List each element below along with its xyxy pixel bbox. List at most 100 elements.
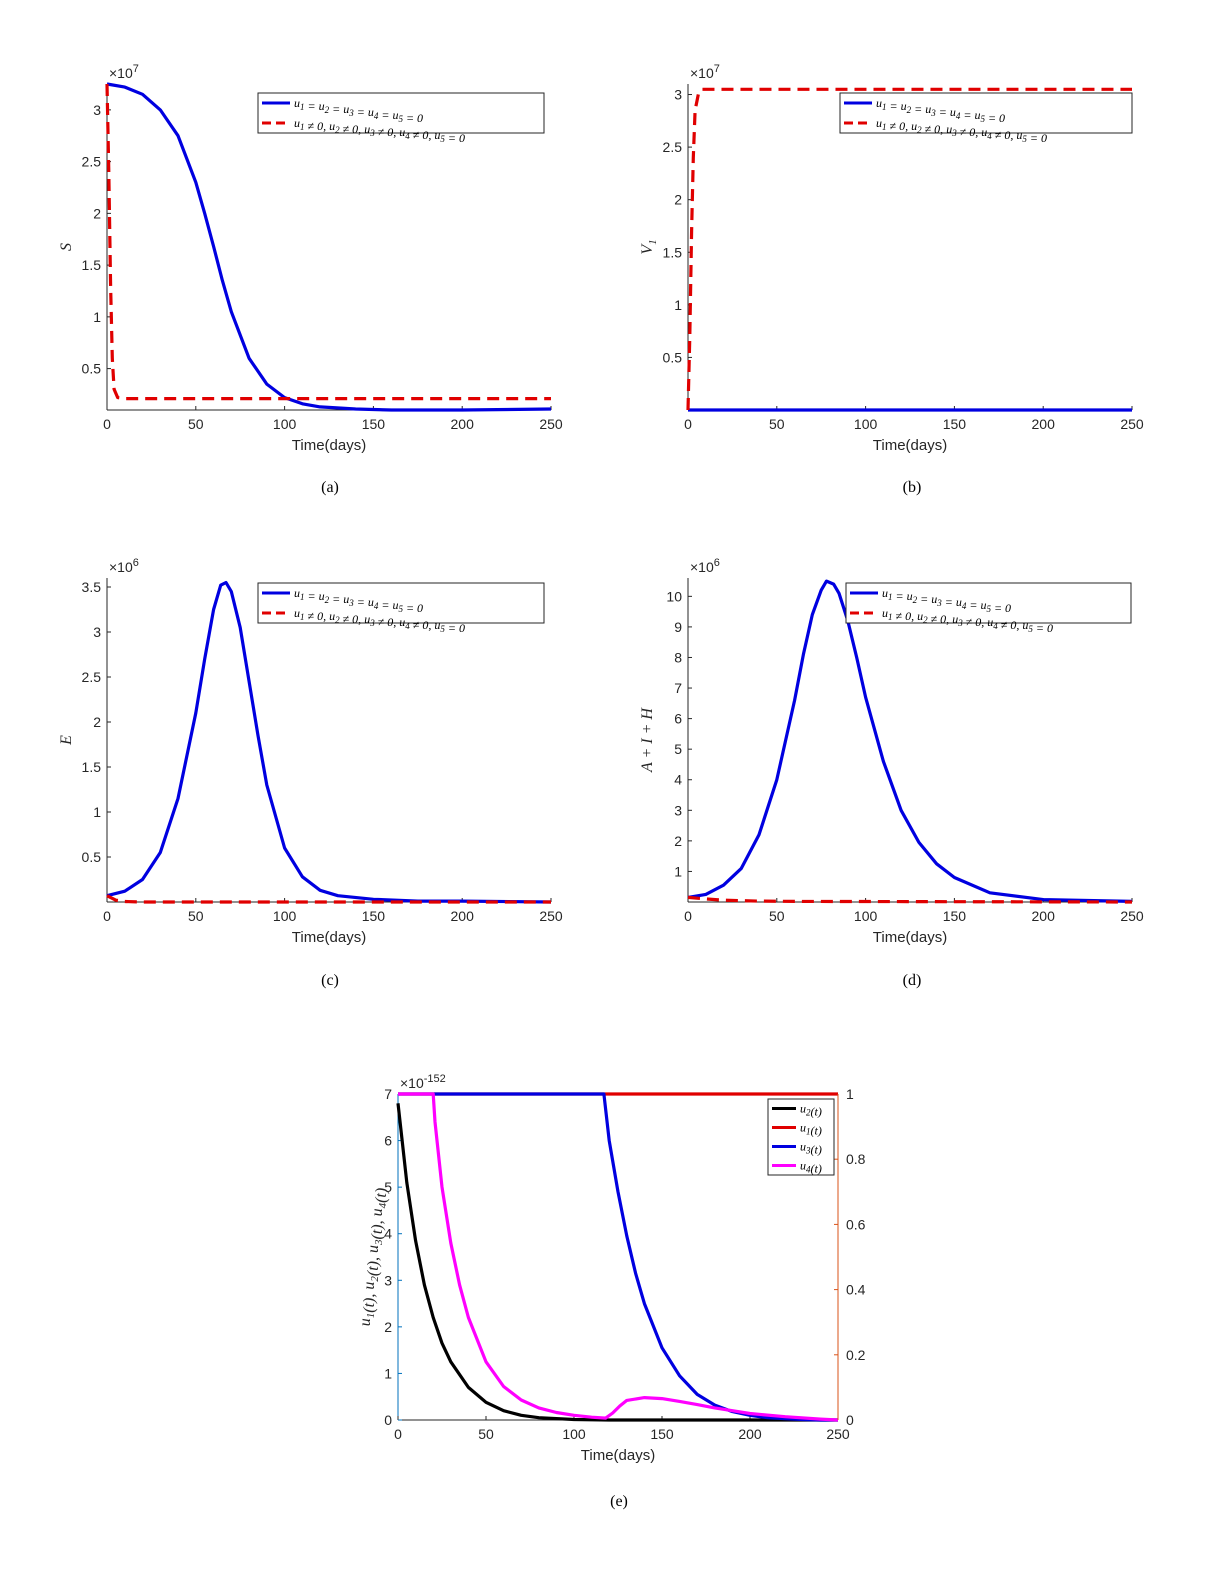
y-tick-label: 3.5 [82,579,102,595]
y-tick-label: 3 [674,802,682,818]
y-tick-label: 1 [93,309,101,325]
x-tick-label: 150 [650,1426,674,1442]
y-tick-label: 2.5 [82,154,102,170]
legend-label-c-1: u1 ≠ 0, u2 ≠ 0, u3 ≠ 0, u4 ≠ 0, u5 = 0 [294,606,465,635]
legend-label-c-0: u1 = u2 = u3 = u4 = u5 = 0 [294,586,423,615]
x-tick-label: 250 [539,416,563,432]
legend-label-b-0: u1 = u2 = u3 = u4 = u5 = 0 [876,96,1005,125]
caption-b: (b) [903,479,922,496]
x-tick-label: 0 [103,908,111,924]
legend-c: u1 = u2 = u3 = u4 = u5 = 0u1 ≠ 0, u2 ≠ 0… [257,582,545,635]
x-tick-label: 50 [478,1426,494,1442]
chart-a: 0 50 100 150 200 250 0.5 1 1.5 2 2.5 3 ×107 Time(days… [58,63,563,454]
y2-tick-label: 0.4 [846,1282,866,1298]
y2-tick-label: 0.2 [846,1347,866,1363]
y-axis-label-b: V1 [639,239,659,254]
x-axis-label-e: Time(days) [581,1447,655,1464]
x-tick-label: 0 [684,908,692,924]
y2-tick-label: 0.6 [846,1216,866,1232]
x-tick-label: 200 [738,1426,762,1442]
multiplier-a: ×107 [109,63,139,81]
x-tick-label: 50 [188,416,204,432]
x-tick-label: 0 [394,1426,402,1442]
y-tick-label: 2 [93,205,101,221]
caption-d: (d) [903,972,922,989]
legend-a: u1 = u2 = u3 = u4 = u5 = 0u1 ≠ 0, u2 ≠ 0… [257,92,545,145]
x-tick-label: 100 [273,416,297,432]
legend-d: u1 = u2 = u3 = u4 = u5 = 0u1 ≠ 0, u2 ≠ 0… [845,582,1132,635]
y-tick-label: 8 [674,649,682,665]
x-tick-label: 100 [562,1426,586,1442]
series-line-d-1 [687,895,1133,904]
legend-label-e-0: u2(t) [800,1102,822,1119]
y-axis-label-a: S [58,243,75,251]
x-tick-label: 50 [769,416,785,432]
series-line-e-3 [398,1092,839,1422]
y-tick-label: 0 [384,1412,392,1428]
x-tick-label: 50 [188,908,204,924]
y-tick-label: 2.5 [663,139,683,155]
x-tick-label: 200 [1032,416,1056,432]
y-tick-label: 4 [384,1226,392,1242]
y-tick-label: 0.5 [82,361,102,377]
y-tick-label: 2.5 [82,669,102,685]
legend-label-d-0: u1 = u2 = u3 = u4 = u5 = 0 [882,586,1011,615]
y-tick-label: 4 [674,772,682,788]
caption-e: (e) [610,1493,628,1510]
x-axis-label-d: Time(days) [873,929,947,946]
x-tick-label: 200 [1032,908,1056,924]
chart-c: 0 50 100 150 200 250 0.5 1 1.5 2 2.5 3 3.5 ×106 Time(d… [58,557,563,946]
legend-label-a-0: u1 = u2 = u3 = u4 = u5 = 0 [294,96,423,125]
y-tick-label: 6 [384,1133,392,1149]
y-tick-label: 1 [384,1365,392,1381]
series-line-c-0 [106,580,552,904]
x-axis-label-c: Time(days) [292,929,366,946]
x-tick-label: 100 [273,908,297,924]
legend-label-e-1: u1(t) [800,1121,822,1138]
y-tick-label: 0.5 [663,349,683,365]
multiplier-e: ×10-152 [400,1073,446,1091]
y-tick-label: 5 [674,741,682,757]
y-tick-label: 10 [666,588,682,604]
x-tick-label: 0 [103,416,111,432]
y-tick-label: 1 [674,297,682,313]
y2-tick-label: 0.8 [846,1151,866,1167]
series-line-c-1 [106,894,551,904]
caption-c: (c) [321,972,339,989]
y-tick-label: 1.5 [82,759,102,775]
series-line-e-0 [396,1103,838,1422]
y-tick-label: 1.5 [82,257,102,273]
x-axis-label-a: Time(days) [292,437,366,454]
x-tick-label: 100 [854,416,878,432]
y-tick-label: 1 [93,804,101,820]
x-tick-label: 200 [451,416,475,432]
y-tick-label: 1 [674,863,682,879]
y-tick-label: 3 [93,624,101,640]
x-tick-label: 150 [362,908,386,924]
x-tick-label: 150 [362,416,386,432]
y2-tick-label: 0 [846,1412,854,1428]
chart-b: 0 50 100 150 200 250 0.5 1 1.5 2 2.5 3 ×107 Time(days… [639,63,1144,454]
y-tick-label: 2 [674,192,682,208]
y-tick-label: 2 [93,714,101,730]
legend-label-a-1: u1 ≠ 0, u2 ≠ 0, u3 ≠ 0, u4 ≠ 0, u5 = 0 [294,116,465,145]
series-line-e-2 [398,1092,838,1422]
y-tick-label: 3 [93,102,101,118]
x-axis-label-b: Time(days) [873,437,947,454]
y-tick-label: 3 [674,87,682,103]
series-line-b-1 [686,87,1132,411]
multiplier-c: ×106 [109,557,139,575]
x-tick-label: 250 [1120,416,1144,432]
caption-a: (a) [321,479,339,496]
legend-label-e-2: u3(t) [800,1140,822,1157]
legend-e: u2(t) u1(t) u3(t) u4(t) [767,1098,835,1176]
series-line-a-1 [105,83,551,401]
multiplier-d: ×106 [690,557,720,575]
y-tick-label: 2 [674,833,682,849]
legend-label-d-1: u1 ≠ 0, u2 ≠ 0, u3 ≠ 0, u4 ≠ 0, u5 = 0 [882,606,1053,635]
y-tick-label: 9 [674,619,682,635]
chart-d: 0 50 100 150 200 250 1 2 3 4 5 6 7 8 9 10 ×106 Time(days)… [639,557,1144,946]
multiplier-b: ×107 [690,63,720,81]
y-tick-label: 6 [674,711,682,727]
series-line-d-0 [687,579,1133,903]
